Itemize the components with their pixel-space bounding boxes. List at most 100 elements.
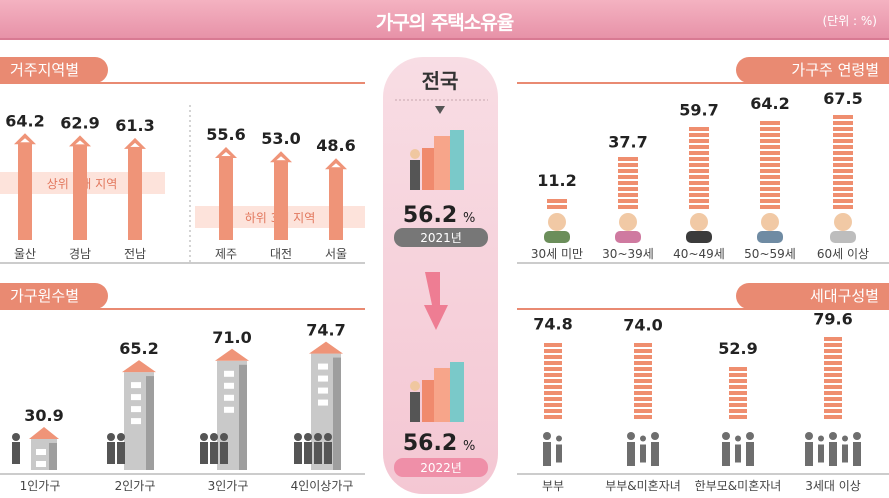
title-bar [0,0,889,40]
type-bar-stripe [729,403,747,407]
age-bar-stripe [547,205,567,209]
building-window [224,394,234,401]
type-bar-stripe [729,367,747,371]
type-bar-stripe [544,385,562,389]
family-icon-head [640,435,646,442]
age-bar-stripe [760,145,780,149]
age-bar-stripe [618,187,638,191]
building-side [146,376,154,470]
members-category-label: 2인가구 [115,479,156,493]
building-window [224,370,234,377]
building-window [318,363,328,370]
person-icon-body [107,442,115,464]
members-value-label: 74.7 [306,321,345,340]
age-bar-stripe [833,115,853,119]
building-roof-icon [29,426,59,439]
family-icon-head [543,432,551,440]
type-bar-stripe [634,409,652,413]
family-icon-body [829,442,837,466]
age-bar-stripe [689,145,709,149]
age-bar-stripe [833,127,853,131]
building-window [131,382,141,389]
family-icon-head [853,432,861,440]
family-icon-body [842,444,848,463]
person-head-icon [690,213,708,231]
members-value-label: 71.0 [212,328,251,347]
person-icon-head [107,433,115,441]
building-roof-icon [309,341,343,354]
age-bar-stripe [833,187,853,191]
year-2021-pill [394,228,488,247]
age-bar-stripe [618,169,638,173]
type-bar-stripe [544,391,562,395]
age-bar-stripe [833,205,853,209]
members-value-label: 30.9 [24,406,63,425]
age-bar-stripe [689,187,709,191]
person-icon-head [314,433,322,441]
person-icon-head [304,433,312,441]
type-bar-stripe [729,391,747,395]
type-bar-stripe [544,409,562,413]
family-icon-body [556,444,562,463]
person-body-icon [757,231,783,243]
house-roof-icon [69,135,91,147]
age-bar-stripe [689,169,709,173]
age-category-label: 40~49세 [673,247,725,261]
age-bar-stripe [618,157,638,161]
family-icon-head [746,432,754,440]
type-category-label: 한부모&미혼자녀 [695,479,782,493]
region-bar [128,146,142,240]
house-roof-icon [14,133,36,145]
person-icon-body [200,442,208,464]
building-roof-icon [215,348,249,361]
type-bar-stripe [544,415,562,419]
type-value-label: 74.8 [533,315,572,334]
family-icon-body [746,442,754,466]
region-bar [274,160,288,240]
person-head-icon [834,213,852,231]
person-icon-body [220,442,228,464]
type-bar-stripe [544,373,562,377]
family-icon-head [829,432,837,440]
age-value-label: 11.2 [537,171,576,190]
region-category-label: 제주 [215,247,237,261]
age-category-label: 30~39세 [602,247,654,261]
house-roof-icon [270,151,292,163]
region-value-label: 61.3 [115,116,154,135]
members-category-label: 3인가구 [208,479,249,493]
person-head-icon [548,213,566,231]
type-value-label: 74.0 [623,316,662,335]
family-icon-body [640,444,646,463]
members-baseline [0,473,365,475]
building-window [318,399,328,406]
type-bar-stripe [544,397,562,401]
section-members-line [0,308,365,310]
age-bar-stripe [618,193,638,197]
age-category-label: 50~59세 [744,247,796,261]
building-window [224,382,234,389]
building-window [36,448,46,455]
age-bar-stripe [760,139,780,143]
person-body-icon [686,231,712,243]
type-bar-stripe [824,343,842,347]
decrease-arrow-icon [424,272,448,330]
national-title: 전국 [422,69,459,93]
family-icon-head [651,432,659,440]
members-category-label: 4인이상가구 [291,479,354,493]
section-members-label: 가구원수별 [0,283,108,309]
family-icon-body [651,442,659,466]
person-body-icon [544,231,570,243]
type-bar-stripe [729,379,747,383]
age-bar-stripe [833,193,853,197]
national-2022-pct: % [463,439,475,454]
age-bar-stripe [689,205,709,209]
section-type-label: 세대구성별 [736,283,889,309]
section-type-line [517,308,889,310]
type-bar-stripe [634,391,652,395]
age-baseline [517,262,889,264]
section-age-label: 가구주 연령별 [736,57,889,83]
age-bar-stripe [760,187,780,191]
type-bar-stripe [824,397,842,401]
family-icon-head [842,435,848,442]
age-bar-stripe [760,181,780,185]
